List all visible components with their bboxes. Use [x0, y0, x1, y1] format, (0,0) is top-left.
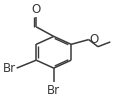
- Text: O: O: [90, 33, 99, 46]
- Text: Br: Br: [3, 62, 16, 75]
- Text: O: O: [32, 3, 41, 16]
- Text: Br: Br: [47, 84, 60, 97]
